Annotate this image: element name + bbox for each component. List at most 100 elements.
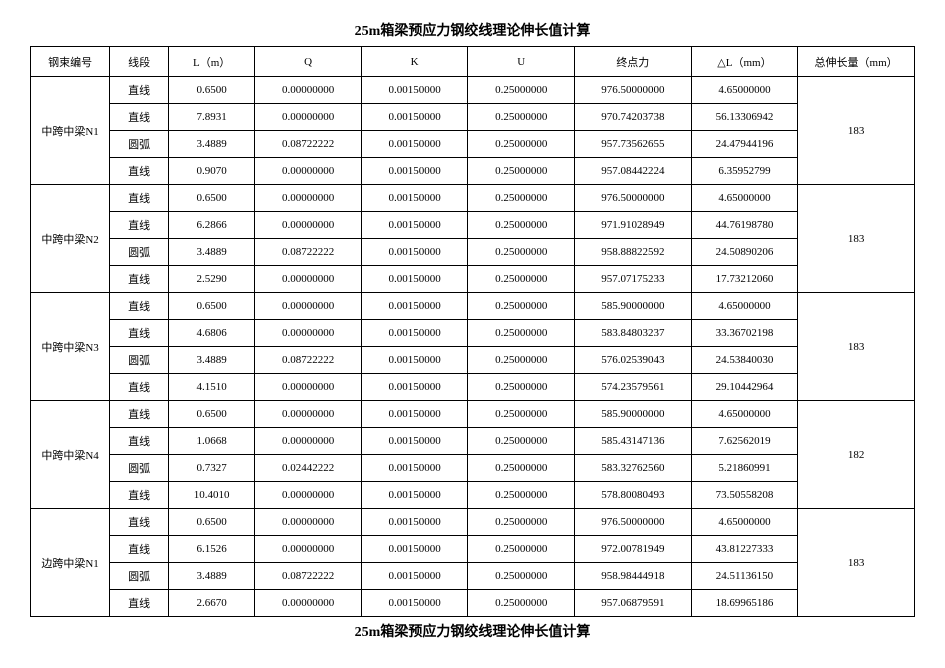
cell-seg: 直线 [110,590,169,617]
cell-dl: 4.65000000 [691,509,798,536]
cell-end: 583.84803237 [574,320,691,347]
cell-q: 0.00000000 [255,482,362,509]
cell-k: 0.00150000 [361,104,468,131]
cell-l: 6.2866 [169,212,255,239]
cell-l: 0.6500 [169,509,255,536]
cell-l: 0.6500 [169,401,255,428]
cell-u: 0.25000000 [468,104,575,131]
table-row: 圆弧3.48890.087222220.001500000.2500000095… [31,563,915,590]
cell-dl: 24.51136150 [691,563,798,590]
cell-u: 0.25000000 [468,428,575,455]
cell-l: 0.7327 [169,455,255,482]
col-header-total: 总伸长量（mm） [798,47,915,77]
cell-k: 0.00150000 [361,536,468,563]
cell-end: 970.74203738 [574,104,691,131]
cell-q: 0.02442222 [255,455,362,482]
cell-seg: 直线 [110,509,169,536]
cell-l: 0.6500 [169,77,255,104]
cell-u: 0.25000000 [468,293,575,320]
cell-l: 3.4889 [169,347,255,374]
cell-dl: 4.65000000 [691,293,798,320]
table-row: 直线1.06680.000000000.001500000.2500000058… [31,428,915,455]
col-header-u: U [468,47,575,77]
table-row: 直线0.90700.000000000.001500000.2500000095… [31,158,915,185]
cell-end: 583.32762560 [574,455,691,482]
cell-seg: 直线 [110,482,169,509]
cell-seg: 直线 [110,401,169,428]
cell-q: 0.00000000 [255,428,362,455]
cell-group-id: 中跨中梁N4 [31,401,110,509]
cell-u: 0.25000000 [468,212,575,239]
cell-end: 574.23579561 [574,374,691,401]
cell-q: 0.00000000 [255,266,362,293]
cell-end: 958.98444918 [574,563,691,590]
cell-k: 0.00150000 [361,455,468,482]
cell-k: 0.00150000 [361,401,468,428]
cell-l: 6.1526 [169,536,255,563]
cell-seg: 圆弧 [110,131,169,158]
cell-dl: 24.53840030 [691,347,798,374]
table-row: 中跨中梁N2直线0.65000.000000000.001500000.2500… [31,185,915,212]
cell-dl: 5.21860991 [691,455,798,482]
cell-u: 0.25000000 [468,401,575,428]
cell-u: 0.25000000 [468,185,575,212]
cell-seg: 直线 [110,320,169,347]
cell-l: 1.0668 [169,428,255,455]
cell-k: 0.00150000 [361,374,468,401]
cell-dl: 24.47944196 [691,131,798,158]
cell-end: 976.50000000 [574,77,691,104]
cell-u: 0.25000000 [468,77,575,104]
cell-seg: 直线 [110,185,169,212]
cell-k: 0.00150000 [361,320,468,347]
cell-dl: 44.76198780 [691,212,798,239]
cell-u: 0.25000000 [468,131,575,158]
table-row: 圆弧3.48890.087222220.001500000.2500000095… [31,239,915,266]
table-row: 直线6.28660.000000000.001500000.2500000097… [31,212,915,239]
cell-dl: 4.65000000 [691,401,798,428]
cell-end: 976.50000000 [574,185,691,212]
cell-l: 0.6500 [169,293,255,320]
cell-l: 3.4889 [169,563,255,590]
cell-u: 0.25000000 [468,374,575,401]
cell-dl: 17.73212060 [691,266,798,293]
cell-q: 0.08722222 [255,239,362,266]
cell-q: 0.00000000 [255,185,362,212]
elongation-table: 钢束编号 线段 L（m） Q K U 终点力 △L（mm） 总伸长量（mm） 中… [30,46,915,617]
cell-u: 0.25000000 [468,482,575,509]
table-row: 直线6.15260.000000000.001500000.2500000097… [31,536,915,563]
cell-q: 0.00000000 [255,401,362,428]
cell-group-total: 182 [798,401,915,509]
cell-seg: 直线 [110,374,169,401]
cell-u: 0.25000000 [468,455,575,482]
cell-group-total: 183 [798,77,915,185]
cell-end: 957.06879591 [574,590,691,617]
cell-l: 7.8931 [169,104,255,131]
cell-dl: 29.10442964 [691,374,798,401]
cell-k: 0.00150000 [361,185,468,212]
cell-dl: 6.35952799 [691,158,798,185]
cell-q: 0.00000000 [255,374,362,401]
cell-l: 2.6670 [169,590,255,617]
cell-dl: 73.50558208 [691,482,798,509]
cell-dl: 24.50890206 [691,239,798,266]
cell-end: 585.43147136 [574,428,691,455]
cell-dl: 7.62562019 [691,428,798,455]
cell-seg: 直线 [110,536,169,563]
cell-q: 0.00000000 [255,536,362,563]
cell-seg: 直线 [110,428,169,455]
cell-dl: 43.81227333 [691,536,798,563]
cell-dl: 33.36702198 [691,320,798,347]
col-header-id: 钢束编号 [31,47,110,77]
cell-u: 0.25000000 [468,536,575,563]
cell-l: 0.6500 [169,185,255,212]
cell-k: 0.00150000 [361,590,468,617]
cell-dl: 18.69965186 [691,590,798,617]
table-title-bottom: 25m箱梁预应力钢绞线理论伸长值计算 [30,621,915,641]
cell-q: 0.00000000 [255,212,362,239]
table-row: 中跨中梁N1直线0.65000.000000000.001500000.2500… [31,77,915,104]
col-header-l: L（m） [169,47,255,77]
cell-u: 0.25000000 [468,320,575,347]
cell-end: 578.80080493 [574,482,691,509]
cell-k: 0.00150000 [361,131,468,158]
cell-seg: 直线 [110,293,169,320]
